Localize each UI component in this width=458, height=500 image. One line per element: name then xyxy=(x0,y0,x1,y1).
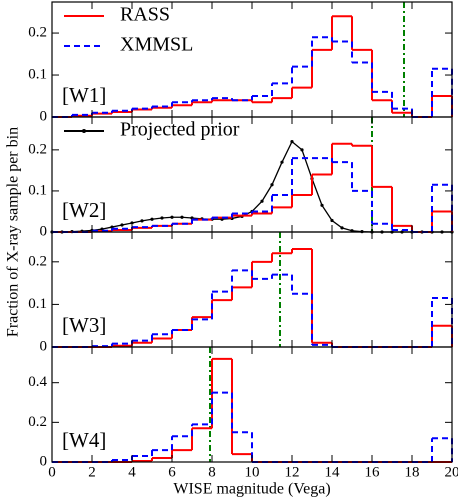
prior-point xyxy=(120,223,124,227)
x-tick-label: 8 xyxy=(208,464,216,480)
legend-label: RASS xyxy=(120,4,170,26)
y-axis-title: Fraction of X-ray sample per bin xyxy=(5,127,22,337)
legend-key-marker xyxy=(82,129,86,133)
y-tick-label: 0.2 xyxy=(28,414,47,430)
y-tick-label: 0.2 xyxy=(28,141,47,157)
y-tick-label: 0.2 xyxy=(28,253,47,269)
x-tick-label: 12 xyxy=(285,464,300,480)
y-tick-label: 0.1 xyxy=(28,66,47,82)
y-tick-label: 0.2 xyxy=(28,24,47,40)
x-tick-label: 2 xyxy=(88,464,96,480)
x-tick-label: 16 xyxy=(365,464,381,480)
legend-label: XMMSL xyxy=(120,34,193,56)
prior-point xyxy=(130,221,134,225)
y-tick-label: 0 xyxy=(40,108,48,124)
x-tick-label: 14 xyxy=(325,464,341,480)
prior-point xyxy=(300,148,304,152)
x-tick-label: 18 xyxy=(405,464,420,480)
panel-label: [W2] xyxy=(62,198,106,222)
prior-point xyxy=(330,218,334,223)
x-tick-label: 4 xyxy=(128,464,136,480)
panel-label: [W1] xyxy=(62,83,106,107)
x-axis-title: WISE magnitude (Vega) xyxy=(173,481,330,498)
panel-label: [W4] xyxy=(62,428,106,452)
panel-label: [W3] xyxy=(62,313,106,337)
y-tick-label: 0 xyxy=(40,453,48,469)
prior-point xyxy=(340,226,344,230)
y-tick-label: 0.1 xyxy=(28,182,47,198)
prior-point xyxy=(260,199,264,203)
prior-point xyxy=(170,215,174,219)
y-tick-label: 0.4 xyxy=(28,374,47,390)
y-tick-label: 0 xyxy=(40,338,48,354)
prior-point xyxy=(140,219,144,223)
prior-point xyxy=(290,140,294,144)
prior-point xyxy=(180,215,184,219)
prior-point xyxy=(160,216,164,220)
y-tick-label: 0 xyxy=(40,223,48,239)
x-tick-label: 20 xyxy=(445,464,458,480)
prior-point xyxy=(280,160,284,164)
x-tick-label: 0 xyxy=(48,464,56,480)
x-tick-label: 6 xyxy=(168,464,176,480)
prior-point xyxy=(270,183,274,187)
legend-label: Projected prior xyxy=(120,119,240,141)
prior-point xyxy=(150,217,154,221)
y-tick-label: 0.1 xyxy=(28,296,47,312)
prior-point xyxy=(320,203,324,207)
x-tick-label: 10 xyxy=(245,464,260,480)
panel-frame xyxy=(51,231,453,348)
